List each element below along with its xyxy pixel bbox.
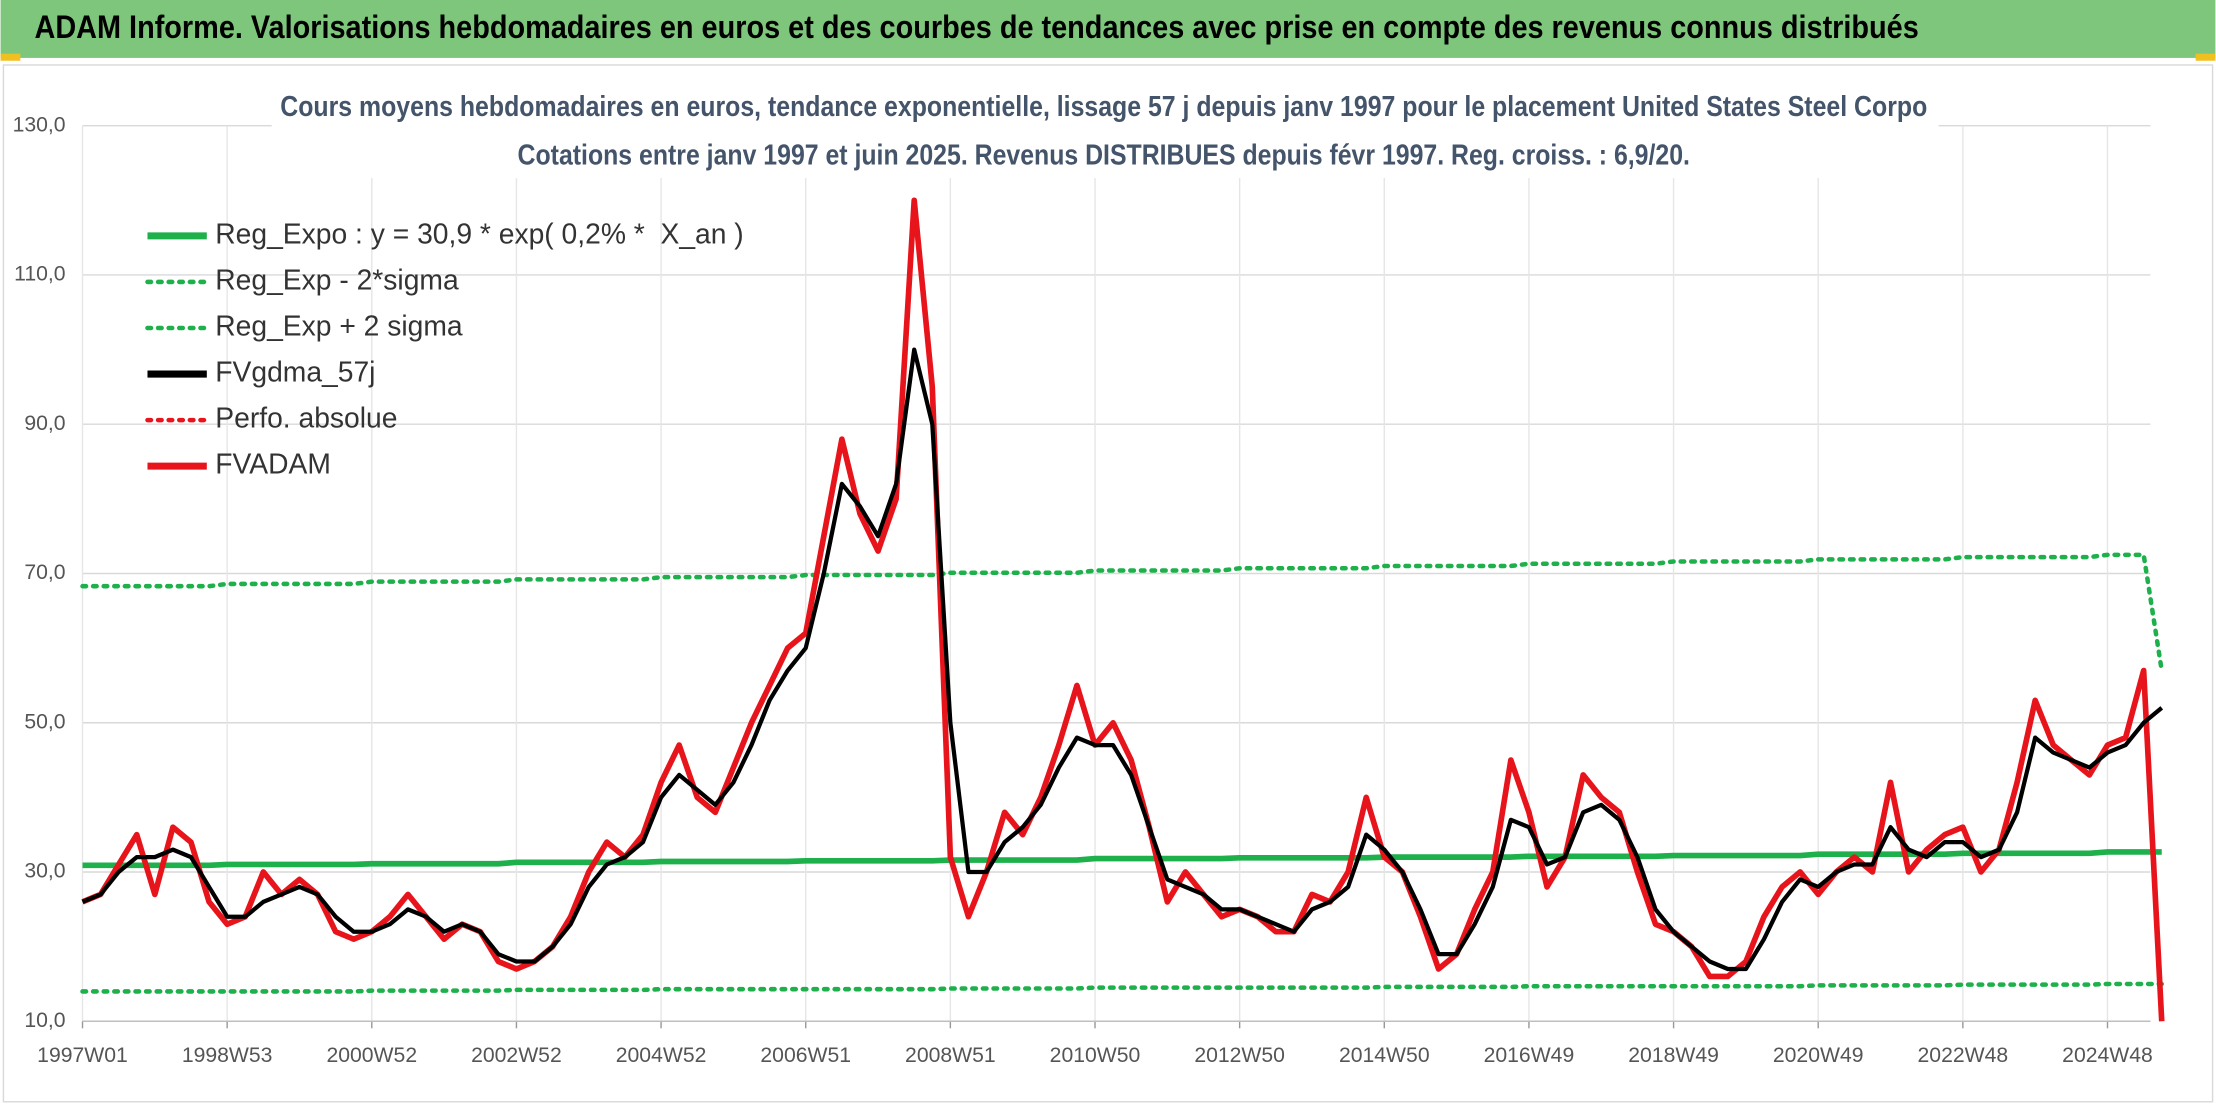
x-tick-label: 1997W01 (37, 1044, 128, 1067)
x-tick-label: 2020W49 (1773, 1044, 1864, 1067)
legend-label: FVgdma_57j (215, 356, 375, 388)
title-backdrop (271, 87, 1939, 178)
x-tick-label: 2012W50 (1194, 1044, 1285, 1067)
x-tick-label: 2004W52 (616, 1044, 707, 1067)
y-tick-label: 10,0 (24, 1009, 65, 1032)
x-tick-label: 2000W52 (326, 1044, 417, 1067)
y-tick-label: 110,0 (14, 263, 65, 286)
chart-frame (2, 64, 2214, 1103)
series-line (80, 981, 2164, 994)
y-tick-label: 70,0 (24, 561, 65, 584)
x-tick-label: 2022W48 (1918, 1044, 2009, 1067)
legend-label: FVADAM (215, 448, 331, 480)
legend-label: Reg_Exp - 2*sigma (215, 263, 459, 295)
x-tick-label: 2008W51 (905, 1044, 996, 1067)
legend-label: Reg_Expo : y = 30,9 * exp( 0,2% * X_an ) (215, 217, 743, 249)
y-tick-label: 130,0 (13, 113, 66, 136)
x-tick-label: 2024W48 (2062, 1044, 2153, 1067)
x-tick-label: 2014W50 (1339, 1044, 1430, 1067)
x-tick-label: 2002W52 (471, 1044, 562, 1067)
x-tick-label: 2018W49 (1628, 1044, 1719, 1067)
corner-mark (2195, 53, 2216, 61)
chart-title: Cours moyens hebdomadaires en euros, ten… (280, 90, 1927, 122)
x-tick-label: 2006W51 (760, 1044, 851, 1067)
plot: 10,0 30,0 50,0 70,0 90,0 110,0 130,0 1997W01 199… (13, 113, 2165, 1067)
legend-label: Perfo. absolue (215, 402, 397, 434)
x-tick-label: 2016W49 (1484, 1044, 1575, 1067)
y-tick-label: 50,0 (24, 710, 65, 733)
series-line (81, 347, 2164, 972)
series-line (80, 552, 2164, 673)
series-line (82, 849, 2162, 869)
banner-title: ADAM Informe. Valorisations hebdomadaire… (34, 9, 1918, 45)
y-tick-label: 90,0 (24, 412, 65, 435)
x-tick-label: 2010W50 (1050, 1044, 1141, 1067)
x-tick-label: 1998W53 (182, 1044, 273, 1067)
chart-subtitle: Cotations entre janv 1997 et juin 2025. … (518, 138, 1690, 170)
corner-mark (0, 53, 21, 61)
banner (0, 0, 2216, 58)
y-tick-label: 30,0 (24, 860, 65, 883)
legend-label: Reg_Exp + 2 sigma (215, 309, 463, 341)
